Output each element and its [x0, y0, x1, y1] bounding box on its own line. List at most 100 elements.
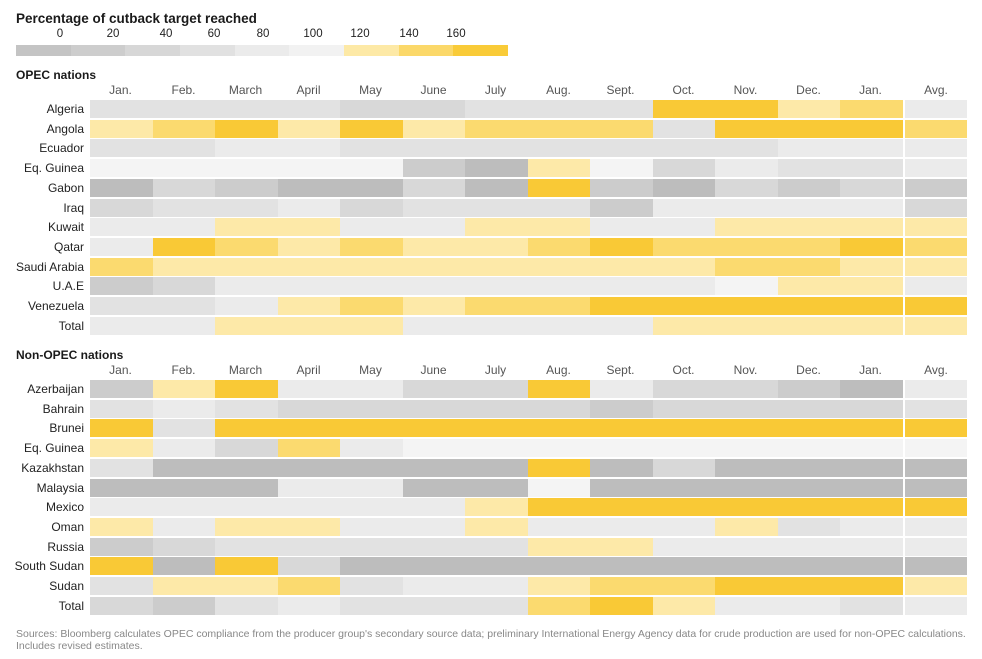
heatmap-cell: [465, 218, 528, 237]
heatmap-cell: [840, 119, 903, 138]
heatmap-cell: [403, 139, 465, 158]
heatmap-cell: [590, 257, 653, 276]
heatmap-cell: [653, 218, 715, 237]
heatmap-cell: [653, 159, 715, 178]
footnote: Sources: Bloomberg calculates OPEC compl…: [16, 628, 966, 652]
heatmap-cell: [653, 517, 715, 536]
scale-tick-label: 140: [399, 28, 419, 40]
heatmap-cell: [465, 237, 528, 256]
heatmap-cell: [340, 399, 403, 418]
heatmap-cell: [153, 596, 215, 615]
heatmap-cell: [215, 297, 278, 315]
heatmap-cell: [715, 596, 778, 615]
heatmap-cell: [278, 557, 340, 576]
heatmap-cell: [278, 458, 340, 477]
heatmap-cell: [653, 596, 715, 615]
heatmap-cell: [590, 277, 653, 296]
heatmap-cell: [905, 198, 967, 217]
heatmap-cell: [653, 557, 715, 576]
heatmap-cell: [715, 577, 778, 595]
month-header: Avg.: [924, 83, 948, 97]
heatmap-cell: [153, 439, 215, 458]
heatmap-cell: [278, 198, 340, 217]
heatmap-cell: [590, 218, 653, 237]
heatmap-cell: [778, 380, 840, 398]
heatmap-cell: [715, 316, 778, 335]
heatmap-cell: [90, 119, 153, 138]
month-header: Feb.: [171, 83, 196, 97]
heatmap-cell: [278, 297, 340, 315]
heatmap-cell: [840, 577, 903, 595]
heatmap-cell: [153, 178, 215, 197]
month-header: Feb.: [171, 363, 196, 377]
heatmap-cell: [840, 277, 903, 296]
heatmap-cell: [153, 139, 215, 158]
heatmap-cell: [153, 198, 215, 217]
heatmap-cell: [465, 478, 528, 497]
month-header: July: [484, 83, 507, 97]
heatmap-cell: [653, 237, 715, 256]
section-title-non-opec: Non-OPEC nations: [16, 348, 124, 362]
heatmap-cell: [715, 218, 778, 237]
heatmap-cell: [778, 458, 840, 477]
heatmap-cell: [840, 498, 903, 517]
heatmap-cell: [403, 257, 465, 276]
heatmap-cell: [778, 159, 840, 178]
heatmap-cell: [90, 139, 153, 158]
heatmap-cell: [840, 316, 903, 335]
heatmap-cell: [590, 517, 653, 536]
heatmap-cell: [905, 257, 967, 276]
heatmap-cell: [465, 596, 528, 615]
heatmap-cell: [215, 316, 278, 335]
heatmap-cell: [340, 316, 403, 335]
heatmap-cell: [840, 596, 903, 615]
heatmap-cell: [90, 237, 153, 256]
heatmap-cell: [905, 517, 967, 536]
heatmap-cell: [778, 198, 840, 217]
heatmap-cell: [465, 159, 528, 178]
heatmap-cell: [403, 439, 465, 458]
heatmap-cell: [215, 198, 278, 217]
heatmap-cell: [528, 458, 590, 477]
heatmap-cell: [278, 316, 340, 335]
heatmap-cell: [905, 277, 967, 296]
heatmap-cell: [215, 237, 278, 256]
heatmap-cell: [653, 100, 715, 118]
heatmap-cell: [590, 380, 653, 398]
row-label: Bahrain: [42, 401, 84, 416]
row-label: Russia: [47, 539, 84, 554]
heatmap-cell: [278, 399, 340, 418]
heatmap-cell: [465, 100, 528, 118]
heatmap-cell: [840, 439, 903, 458]
heatmap-cell: [590, 458, 653, 477]
heatmap-cell: [340, 198, 403, 217]
heatmap-cell: [90, 577, 153, 595]
heatmap-cell: [340, 557, 403, 576]
heatmap-cell: [778, 119, 840, 138]
row-label: Saudi Arabia: [15, 259, 84, 274]
heatmap-cell: [340, 277, 403, 296]
heatmap-cell: [653, 119, 715, 138]
heatmap-cell: [715, 380, 778, 398]
heatmap-cell: [340, 218, 403, 237]
heatmap-cell: [465, 537, 528, 556]
heatmap-cell: [340, 596, 403, 615]
heatmap-cell: [528, 297, 590, 315]
scale-swatch: [16, 45, 71, 56]
row-label: Kazakhstan: [21, 460, 84, 475]
color-scale-legend: [16, 45, 509, 56]
heatmap-cell: [905, 316, 967, 335]
heatmap-cell: [403, 517, 465, 536]
heatmap-cell: [905, 458, 967, 477]
heatmap-cell: [340, 139, 403, 158]
heatmap-cell: [590, 178, 653, 197]
heatmap-cell: [528, 119, 590, 138]
heatmap-cell: [278, 419, 340, 438]
heatmap-cell: [90, 178, 153, 197]
heatmap-cell: [528, 257, 590, 276]
heatmap-cell: [653, 439, 715, 458]
heatmap-cell: [590, 498, 653, 517]
month-header: Sept.: [606, 83, 635, 97]
heatmap-cell: [715, 297, 778, 315]
heatmap-cell: [465, 139, 528, 158]
